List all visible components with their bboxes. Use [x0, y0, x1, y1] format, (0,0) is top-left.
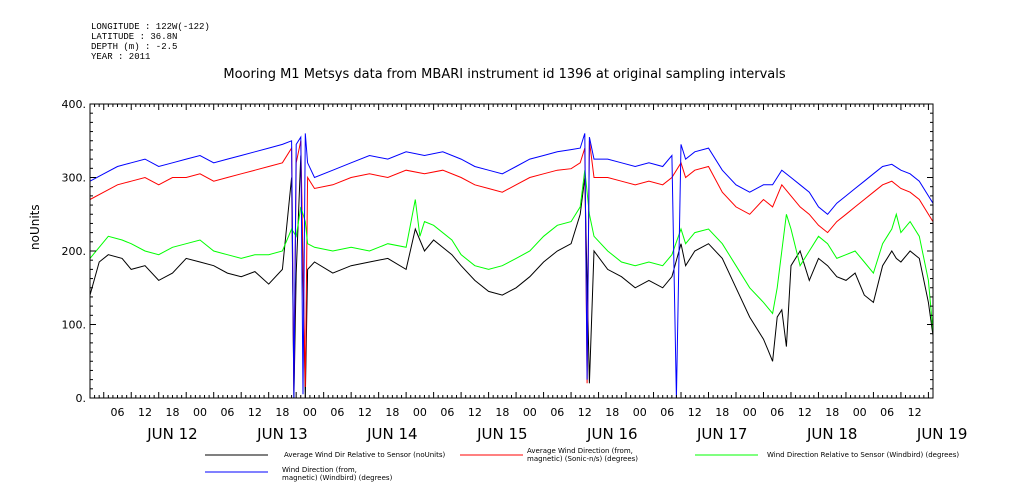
y-tick-label: 400.	[62, 98, 87, 111]
legend-label-green: Wind Direction Relative to Sensor (Windb…	[767, 451, 960, 459]
series-line-3	[90, 170, 933, 338]
y-tick-label: 0.	[76, 392, 87, 405]
x-hour-label: 12	[908, 406, 922, 419]
x-hour-label: 00	[743, 406, 757, 419]
y-tick-label: 100.	[62, 319, 87, 332]
x-hour-label: 12	[468, 406, 482, 419]
x-hour-label: 06	[110, 406, 124, 419]
x-day-label: JUN 12	[146, 425, 197, 443]
x-hour-label: 18	[275, 406, 289, 419]
x-day-label: JUN 14	[366, 425, 417, 443]
legend-label-red: Average Wind Direction (from, magnetic) …	[527, 447, 639, 463]
x-hour-label: 00	[193, 406, 207, 419]
x-hour-label: 06	[550, 406, 564, 419]
legend-label-blue: Wind Direction (from, magnetic) (Windbir…	[282, 466, 393, 482]
legend-label-black: Average Wind Dir Relative to Sensor (noU…	[284, 451, 446, 459]
x-hour-label: 06	[770, 406, 784, 419]
x-day-label: JUN 16	[586, 425, 637, 443]
y-tick-label: 200.	[62, 245, 87, 258]
x-day-label: JUN 15	[476, 425, 527, 443]
y-tick-label: 300.	[62, 172, 87, 185]
x-hour-label: 18	[715, 406, 729, 419]
longitude-label: LONGITUDE : 122W(-122)	[91, 22, 210, 32]
x-hour-label: 18	[495, 406, 509, 419]
x-day-label: JUN 17	[696, 425, 747, 443]
chart-title: Mooring M1 Metsys data from MBARI instru…	[223, 67, 786, 82]
depth-label: DEPTH (m) : -2.5	[91, 42, 178, 52]
latitude-label: LATITUDE : 36.8N	[91, 32, 178, 42]
x-day-label: JUN 19	[916, 425, 967, 443]
series-line-4	[90, 133, 933, 398]
x-hour-label: 00	[633, 406, 647, 419]
x-hour-label: 00	[853, 406, 867, 419]
x-hour-label: 06	[880, 406, 894, 419]
x-hour-label: 12	[248, 406, 262, 419]
x-hour-label: 00	[523, 406, 537, 419]
x-hour-label: 00	[303, 406, 317, 419]
x-hour-label: 12	[798, 406, 812, 419]
year-label: YEAR : 2011	[91, 52, 151, 62]
series-line-1	[90, 155, 933, 398]
x-hour-label: 06	[330, 406, 344, 419]
series-line-2	[90, 140, 933, 391]
x-hour-label: 06	[660, 406, 674, 419]
x-hour-label: 12	[138, 406, 152, 419]
x-day-label: JUN 13	[256, 425, 307, 443]
x-hour-label: 00	[413, 406, 427, 419]
x-hour-label: 06	[440, 406, 454, 419]
x-day-label: JUN 18	[806, 425, 857, 443]
x-hour-label: 18	[605, 406, 619, 419]
x-hour-label: 12	[688, 406, 702, 419]
x-hour-label: 12	[358, 406, 372, 419]
x-hour-label: 18	[165, 406, 179, 419]
x-hour-label: 12	[578, 406, 592, 419]
x-hour-label: 06	[220, 406, 234, 419]
x-hour-label: 18	[385, 406, 399, 419]
x-hour-label: 18	[825, 406, 839, 419]
